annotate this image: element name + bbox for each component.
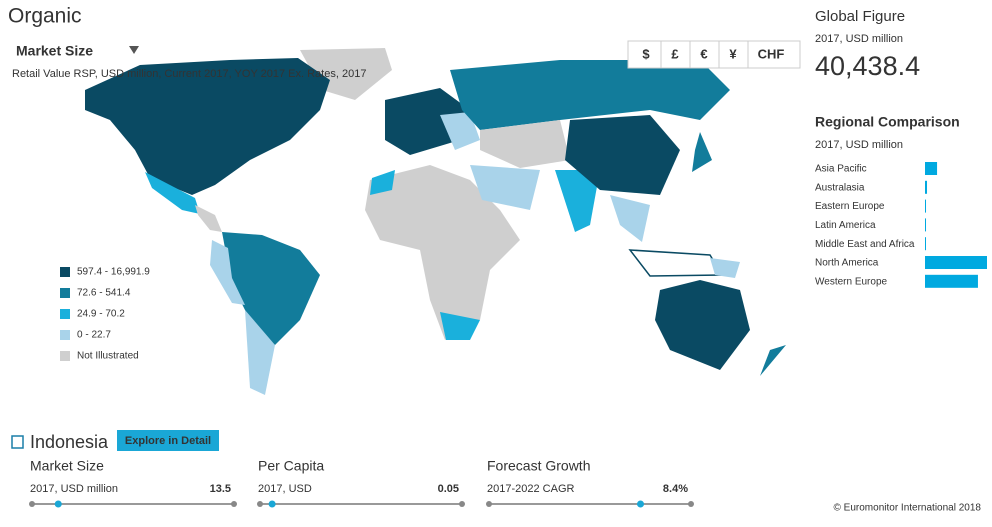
chart-title: Regional Comparison — [815, 114, 960, 130]
global-value: 40,438.4 — [815, 51, 920, 81]
legend-label: 72.6 - 541.4 — [77, 288, 131, 299]
currency[interactable]: $ — [642, 46, 650, 61]
category-label: Eastern Europe — [815, 201, 885, 212]
middle-east — [470, 165, 540, 210]
china — [565, 115, 680, 195]
measure[interactable]: Market Size — [16, 43, 93, 59]
new-zealand — [760, 345, 786, 376]
bar — [925, 256, 987, 269]
country-name: Indonesia — [30, 432, 109, 452]
doc-icon — [11, 435, 24, 449]
explore-button-bg[interactable] — [117, 430, 219, 451]
category-label: Asia Pacific — [815, 164, 867, 175]
bar — [925, 199, 927, 213]
legend-swatch — [60, 330, 70, 340]
slider-knob — [268, 500, 276, 508]
chart-subtitle: 2017, USD million — [815, 139, 903, 151]
legend-swatch — [60, 267, 70, 277]
slider-end — [688, 501, 694, 507]
metric-title: Market Size — [30, 458, 104, 474]
currency-box — [627, 40, 801, 69]
andes — [210, 240, 245, 305]
india — [555, 170, 600, 232]
legend-swatch — [60, 309, 70, 319]
category-label: North America — [815, 258, 879, 269]
metric-title: Per Capita — [258, 458, 324, 474]
category-label: Australasia — [815, 182, 865, 193]
slider-knob — [637, 500, 644, 508]
eastern-europe — [440, 112, 480, 150]
slider-end — [257, 501, 263, 507]
central-america — [195, 205, 222, 232]
slider-end — [486, 501, 492, 507]
currency[interactable]: € — [700, 46, 707, 61]
central-asia — [480, 120, 570, 168]
legend-swatch — [60, 351, 70, 361]
category-label: Latin America — [815, 220, 876, 231]
indonesia[interactable] — [628, 249, 724, 277]
bar — [925, 162, 938, 175]
currency[interactable]: ¥ — [729, 46, 737, 61]
metric-value: 8.4% — [663, 483, 688, 495]
title: Organic — [8, 5, 82, 28]
footer: © Euromonitor International 2018 — [834, 503, 982, 514]
legend-label: Not Illustrated — [77, 351, 139, 362]
metric-value: 13.5 — [210, 483, 231, 495]
slider-end — [459, 501, 465, 507]
bar — [925, 237, 926, 251]
japan — [692, 132, 712, 172]
slider-end — [231, 501, 237, 507]
brazil — [222, 232, 320, 345]
legend-swatch — [60, 288, 70, 298]
australia — [655, 280, 750, 370]
description: Retail Value RSP, USD million, Current 2… — [12, 68, 366, 80]
bar — [925, 218, 927, 232]
morocco — [370, 170, 395, 195]
world-map[interactable] — [85, 48, 786, 395]
legend-label: 24.9 - 70.2 — [77, 309, 125, 320]
dropdown-arrow[interactable] — [129, 46, 139, 54]
explore-button[interactable]: Explore in Detail — [125, 435, 211, 447]
legend-label: 597.4 - 16,991.9 — [77, 267, 150, 278]
russia — [450, 60, 730, 130]
global-unit: 2017, USD million — [815, 33, 903, 45]
europe — [385, 88, 470, 155]
argentina — [245, 310, 275, 395]
currency[interactable]: £ — [671, 46, 679, 61]
africa — [365, 165, 520, 340]
metric-title: Forecast Growth — [487, 458, 590, 474]
southeast-asia — [610, 195, 650, 242]
south-africa — [440, 312, 480, 340]
mexico — [145, 172, 200, 214]
currency[interactable]: CHF — [758, 46, 785, 61]
north-america — [85, 58, 330, 195]
slider-end — [29, 501, 35, 507]
category-label: Middle East and Africa — [815, 239, 915, 250]
metric-unit: 2017-2022 CAGR — [487, 483, 574, 495]
metric-value: 0.05 — [438, 483, 459, 495]
metric-unit: 2017, USD million — [30, 483, 118, 495]
category-label: Western Europe — [815, 276, 888, 287]
bar — [925, 180, 928, 194]
legend-label: 0 - 22.7 — [77, 330, 111, 341]
bar — [925, 274, 978, 288]
global-title: Global Figure — [815, 8, 905, 25]
papua — [710, 258, 740, 278]
slider-knob — [54, 500, 62, 508]
metric-unit: 2017, USD — [258, 483, 312, 495]
currency-selector — [627, 40, 801, 69]
